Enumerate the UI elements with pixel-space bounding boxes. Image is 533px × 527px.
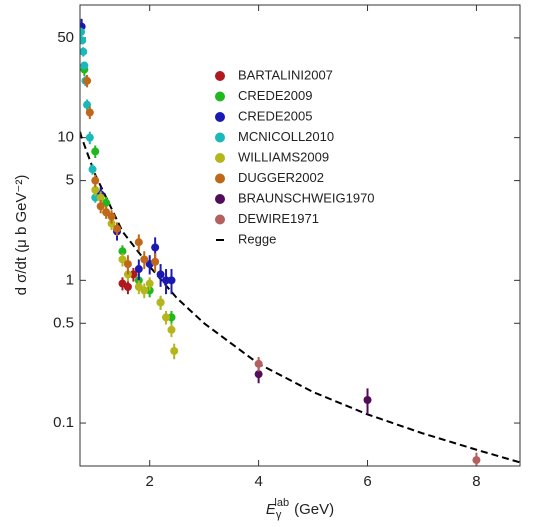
data-point [80, 61, 89, 70]
y-axis-label: d σ/dt (μ b GeV⁻²) [13, 175, 30, 296]
data-point [123, 260, 132, 269]
data-point [151, 243, 160, 252]
data-point [107, 212, 116, 221]
y-tick-label: 5 [66, 172, 74, 189]
x-tick-label: 8 [472, 473, 480, 490]
data-point [145, 279, 154, 288]
x-label-sub: γ [276, 509, 282, 521]
data-point [91, 185, 100, 194]
legend-label: MCNICOLL2010 [238, 129, 334, 144]
data-point [254, 359, 263, 368]
x-label-unit: (GeV) [294, 501, 334, 518]
legend-marker [215, 112, 225, 122]
data-point [88, 165, 97, 174]
legend-label: CREDE2009 [238, 88, 312, 103]
plot-area [80, 18, 520, 466]
y-tick-label: 1 [66, 271, 74, 288]
data-point [254, 370, 263, 379]
data-point [91, 147, 100, 156]
data-point [123, 282, 132, 291]
data-point [118, 255, 127, 264]
legend-label: WILLIAMS2009 [238, 149, 329, 164]
legend-marker [215, 173, 225, 184]
legend-label: DEWIRE1971 [238, 211, 319, 226]
y-tick-label: 10 [57, 129, 74, 146]
y-tick-label: 0.5 [53, 314, 74, 331]
data-point [102, 208, 111, 217]
legend-marker [215, 132, 225, 143]
data-point [134, 238, 143, 247]
legend-label: CREDE2005 [238, 108, 312, 123]
data-point [140, 255, 149, 264]
legend-label: Regge [238, 231, 276, 246]
x-label-symbol: E [266, 501, 277, 518]
data-point [140, 286, 149, 295]
data-point [167, 325, 176, 334]
legend-marker [215, 214, 225, 225]
data-point [113, 224, 122, 233]
data-point [134, 265, 143, 274]
legend-marker [215, 71, 225, 81]
data-point [80, 47, 88, 56]
data-point [118, 247, 127, 256]
data-point [167, 276, 176, 285]
legend-marker [215, 91, 225, 102]
x-tick-label: 4 [254, 473, 262, 490]
data-point [363, 396, 372, 405]
data-point [162, 313, 171, 322]
x-tick-label: 6 [363, 473, 371, 490]
x-label-sup: lab [274, 497, 289, 509]
legend-marker [215, 153, 225, 163]
legend-marker [215, 194, 225, 204]
data-point [80, 36, 87, 45]
data-point [151, 257, 160, 266]
data-point [83, 76, 92, 85]
data-point [80, 27, 86, 36]
data-point [85, 108, 94, 117]
legend-label: DUGGER2002 [238, 170, 324, 185]
data-point [156, 298, 165, 307]
data-point [96, 202, 105, 211]
legend-label: BRAUNSCHWEIG1970 [238, 190, 375, 205]
data-point [96, 193, 105, 202]
data-point [472, 456, 481, 465]
y-tick-label: 0.1 [53, 414, 74, 431]
data-point [156, 270, 165, 279]
plot-frame [79, 4, 521, 467]
x-axis-label: Eγlab (GeV) [266, 497, 334, 521]
legend-label: BARTALINI2007 [238, 67, 333, 82]
data-point [91, 176, 100, 185]
x-tick-label: 2 [146, 473, 154, 490]
data-point [85, 133, 94, 142]
data-point [170, 346, 179, 355]
y-tick-label: 50 [57, 29, 74, 46]
